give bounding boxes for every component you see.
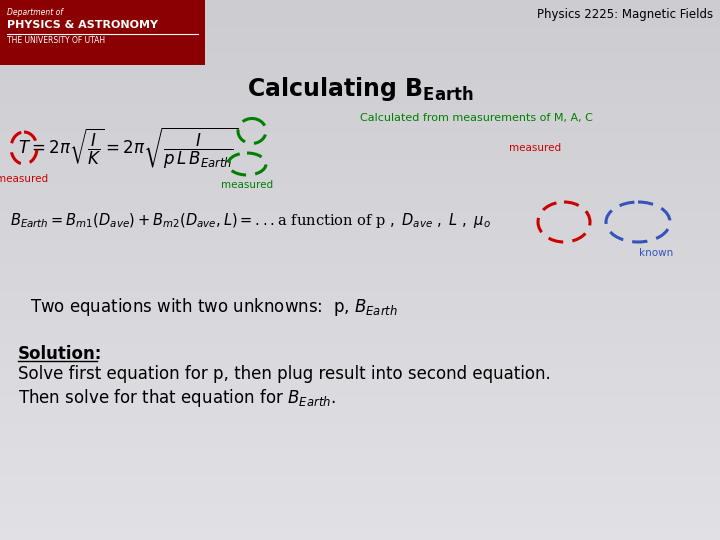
Text: Calculated from measurements of M, A, C: Calculated from measurements of M, A, C: [360, 113, 593, 123]
Text: Solution:: Solution:: [18, 345, 102, 363]
Text: Department of: Department of: [7, 8, 63, 17]
Text: Then solve for that equation for $B_{Earth}$.: Then solve for that equation for $B_{Ear…: [18, 387, 336, 409]
Text: THE UNIVERSITY OF UTAH: THE UNIVERSITY OF UTAH: [7, 36, 105, 45]
Text: measured: measured: [221, 180, 273, 190]
Text: measured: measured: [0, 174, 48, 184]
Text: measured: measured: [509, 143, 561, 153]
Text: $T = 2\pi\sqrt{\dfrac{I}{K}} = 2\pi\sqrt{\dfrac{I}{p\,L\,B_{Earth}}}$: $T = 2\pi\sqrt{\dfrac{I}{K}} = 2\pi\sqrt…: [18, 125, 238, 171]
Text: Solve first equation for p, then plug result into second equation.: Solve first equation for p, then plug re…: [18, 365, 551, 383]
Text: Physics 2225: Magnetic Fields: Physics 2225: Magnetic Fields: [537, 8, 713, 21]
Text: PHYSICS & ASTRONOMY: PHYSICS & ASTRONOMY: [7, 20, 158, 30]
Text: $B_{Earth} = B_{m1}(D_{ave}) + B_{m2}(D_{ave}, L) = ...$a function of p $,$ $D_{: $B_{Earth} = B_{m1}(D_{ave}) + B_{m2}(D_…: [10, 211, 491, 229]
FancyBboxPatch shape: [0, 0, 205, 65]
Text: Two equations with two unknowns:  p, $B_{Earth}$: Two equations with two unknowns: p, $B_{…: [30, 296, 398, 318]
Text: known: known: [639, 248, 673, 258]
Text: Calculating $\mathbf{B}_{\mathbf{Earth}}$: Calculating $\mathbf{B}_{\mathbf{Earth}}…: [247, 75, 473, 103]
